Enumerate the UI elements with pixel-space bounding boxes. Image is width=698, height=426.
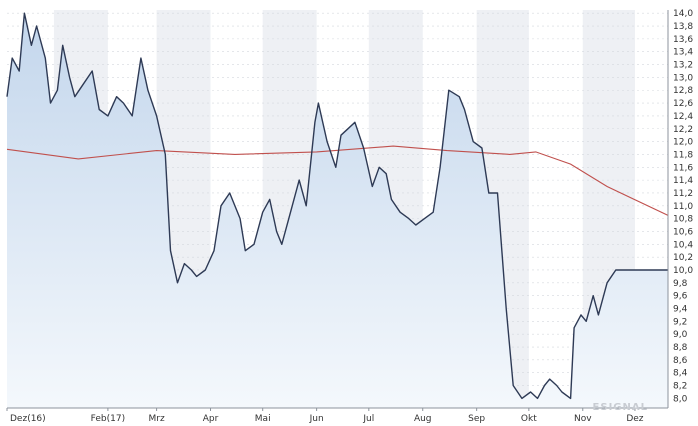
y-tick-label: 9,0 [673,330,688,340]
y-tick-label: 11,2 [673,189,693,199]
y-tick-label: 8,0 [673,394,688,404]
price-line [6,12,668,400]
y-tick-label: 14,0 [673,9,693,19]
price-area [7,13,668,408]
x-tick-label: Jul [362,414,374,424]
y-tick-label: 10,0 [673,266,693,276]
y-tick-label: 13,0 [673,73,693,83]
y-tick-label: 10,2 [673,253,693,263]
y-tick-label: 8,6 [673,356,688,366]
y-tick-label: 13,6 [673,35,693,45]
x-tick-label: Sep [468,414,485,424]
y-tick-label: 13,8 [673,22,693,32]
x-axis-labels: Dez(16) Feb(17) Mrz Apr Mai Jun Jul Aug Sep Okt No… [6,408,644,424]
x-tick-label: Nov [574,414,592,424]
x-tick-label: Feb(17) [91,414,125,424]
y-tick-label: 12,8 [673,86,693,96]
y-tick-label: 9,8 [673,279,688,289]
y-tick-label: 13,2 [673,61,693,71]
x-tick-label: Okt [521,414,537,424]
y-tick-label: 13,4 [673,48,693,58]
y-tick-label: 12,0 [673,138,693,148]
y-tick-label: 12,4 [673,112,693,122]
y-tick-label: 12,2 [673,125,693,135]
y-tick-label: 11,0 [673,202,693,212]
x-tick-label: Mai [255,414,271,424]
x-tick-label: Apr [203,414,219,424]
y-tick-label: 9,2 [673,317,687,327]
x-tick-label: Dez(16) [10,414,46,424]
x-tick-label: Aug [414,414,432,424]
y-tick-label: 8,8 [673,343,688,353]
y-tick-label: 11,8 [673,150,693,160]
y-tick-label: 10,8 [673,215,693,225]
y-tick-label: 11,4 [673,176,693,186]
watermark: ESIGNAL [593,402,648,413]
y-axis-labels: 14,0 13,8 13,6 13,4 13,2 13,0 12,8 12,6 12,4 12,2… [673,9,693,404]
y-tick-label: 10,4 [673,240,693,250]
y-tick-label: 9,4 [673,305,688,315]
y-tick-label: 10,6 [673,227,693,237]
y-tick-label: 11,6 [673,163,693,173]
x-tick-label: Dez [626,414,643,424]
y-tick-label: 9,6 [673,292,688,302]
x-tick-label: Mrz [148,414,164,424]
y-tick-label: 8,4 [673,369,688,379]
x-tick-label: Jun [309,414,324,424]
y-tick-label: 12,6 [673,99,693,109]
y-tick-label: 8,2 [673,382,687,392]
moving-average-line [6,145,669,216]
